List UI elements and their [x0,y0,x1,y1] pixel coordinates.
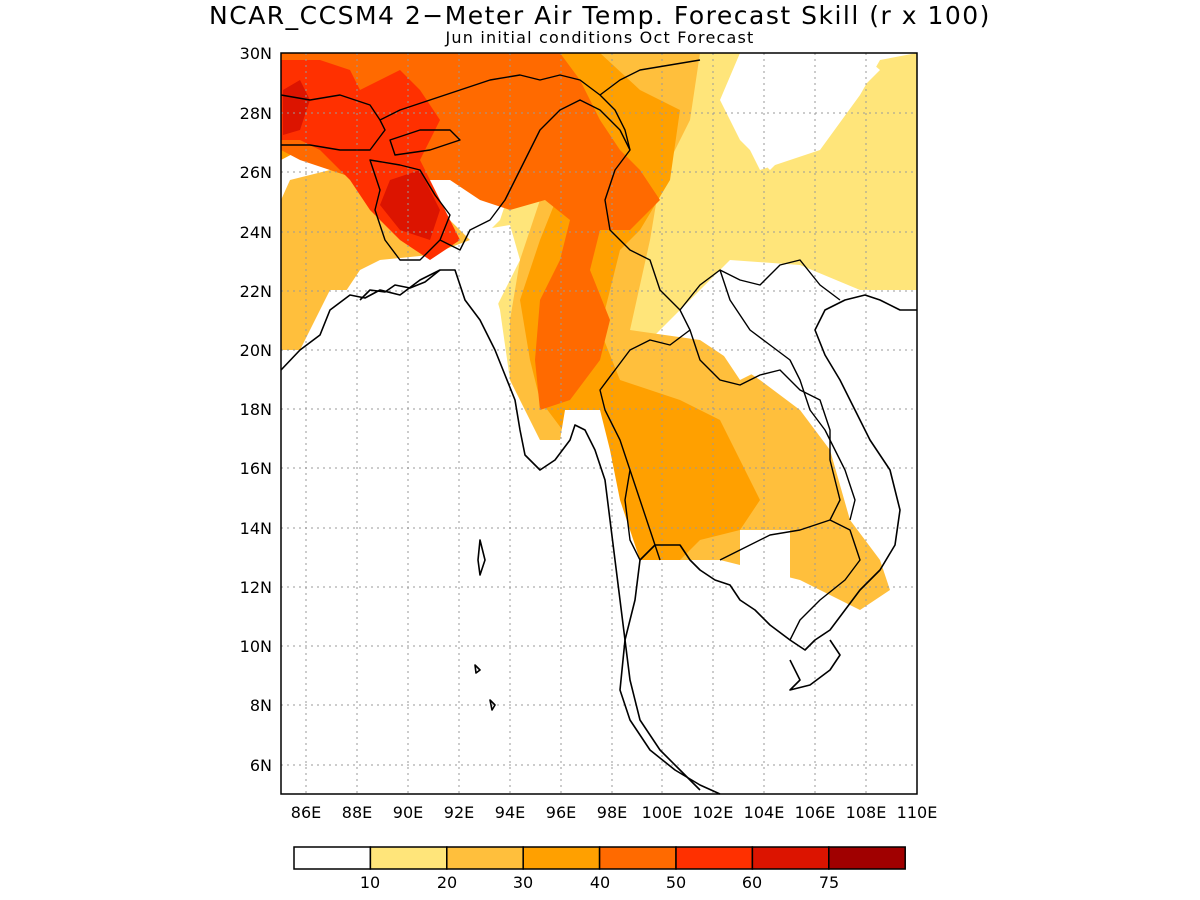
legend-swatch [446,846,524,870]
lat-tick-label: 22N [240,282,272,301]
coastline-bay-of-bengal [280,269,701,791]
map-frame [280,52,918,795]
border-thailand-cambodia [719,519,861,641]
no-skill-region [720,53,880,170]
legend-swatch [828,846,906,870]
no-skill-region [480,225,520,320]
legend-swatch [369,846,448,870]
lon-tick-label: 98E [597,803,627,822]
coastlines [280,269,917,795]
color-legend [293,846,906,870]
coastline-malay-peninsula [619,559,721,795]
coastline-mekong-delta [789,639,841,691]
lon-tick-label: 110E [897,803,938,822]
legend-swatch [751,846,830,870]
legend-label: 50 [666,873,686,892]
legend-label: 75 [819,873,839,892]
lat-tick-label: 26N [240,163,272,182]
border-india-nepal [281,119,386,151]
no-skill-region [740,530,790,600]
lat-tick-label: 8N [250,696,272,715]
graticule [281,53,917,794]
no-skill-region [810,290,917,794]
lat-tick-label: 30N [240,44,272,63]
lat-tick-label: 24N [240,223,272,242]
legend-label: 30 [513,873,533,892]
lat-tick-label: 20N [240,341,272,360]
skill-band-60-75 [283,80,440,240]
lat-tick-label: 16N [240,459,272,478]
lat-tick-label: 28N [240,104,272,123]
lon-tick-label: 108E [846,803,887,822]
legend-swatch [293,846,372,870]
legend-label: 20 [437,873,457,892]
lon-tick-label: 106E [795,803,836,822]
lat-tick-label: 12N [240,578,272,597]
lon-tick-label: 90E [393,803,423,822]
border-tibet-yunnan [599,59,701,96]
longitude-axis: 86E 88E 90E 92E 94E 96E 98E 100E 102E 10… [291,803,938,822]
skill-field [281,53,917,794]
lat-tick-label: 14N [240,519,272,538]
coastline-sri-lanka-islands [474,539,496,711]
lon-tick-label: 92E [444,803,474,822]
legend-swatch [598,846,677,870]
lon-tick-label: 94E [495,803,525,822]
lon-tick-label: 100E [642,803,683,822]
coastline-gulf-of-thailand [639,294,917,651]
legend-label: 40 [590,873,610,892]
lon-tick-label: 102E [693,803,734,822]
border-himalaya [280,74,631,151]
map-area [280,52,918,795]
country-borders [280,59,861,641]
lon-tick-label: 104E [744,803,785,822]
coastline-bangladesh-delta [359,269,441,301]
border-laos-thailand [689,329,841,521]
lat-tick-label: 10N [240,637,272,656]
border-laos-vietnam [719,269,856,521]
border-bhutan [389,129,461,156]
legend-labels: 10 20 30 40 50 60 75 [360,873,839,892]
border-india-myanmar [439,99,691,561]
border-bangladesh [369,159,451,261]
lat-tick-label: 6N [250,756,272,775]
legend-swatch [675,846,754,870]
legend-label: 60 [742,873,762,892]
lat-tick-label: 18N [240,400,272,419]
legend-swatch [522,846,601,870]
border-thailand-myanmar-south [629,469,661,561]
legend-label: 10 [360,873,380,892]
map-title: NCAR_CCSM4 2−Meter Air Temp. Forecast Sk… [209,1,991,30]
lon-tick-label: 96E [546,803,576,822]
map-subtitle: Jun initial conditions Oct Forecast [445,28,755,47]
lon-tick-label: 86E [291,803,321,822]
lon-tick-label: 88E [342,803,372,822]
latitude-axis: 30N 28N 26N 24N 22N 20N 18N 16N 14N 12N … [240,44,272,775]
border-china-laos-vietnam [679,259,841,311]
